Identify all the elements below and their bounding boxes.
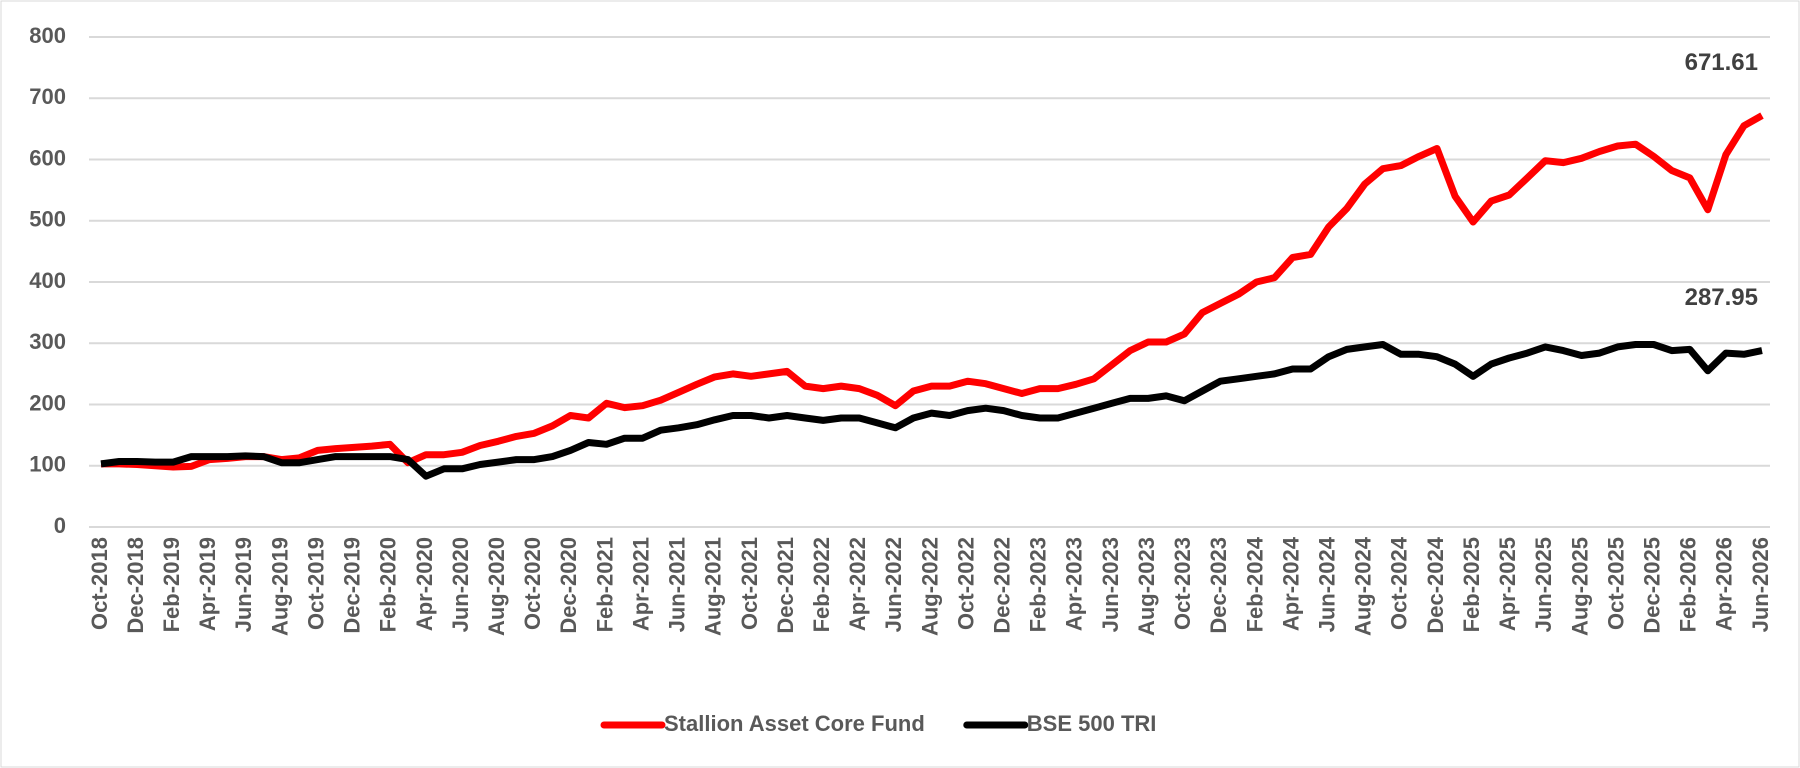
x-tick-label: Dec-2023 [1206,537,1231,634]
x-tick-label: Aug-2020 [484,537,509,636]
x-tick-label: Feb-2025 [1459,537,1484,632]
y-tick-label: 200 [29,390,66,415]
x-tick-label: Oct-2019 [303,537,328,630]
y-tick-label: 600 [29,145,66,170]
x-tick-label: Aug-2022 [917,537,942,636]
x-tick-label: Jun-2022 [881,537,906,632]
x-tick-label: Oct-2025 [1603,537,1628,630]
x-tick-label: Feb-2026 [1676,537,1701,632]
x-tick-label: Jun-2025 [1531,537,1556,632]
x-tick-label: Dec-2024 [1423,536,1448,633]
y-tick-label: 0 [54,513,66,538]
y-tick-label: 300 [29,329,66,354]
legend-label: BSE 500 TRI [1027,711,1157,736]
x-tick-label: Oct-2022 [953,537,978,630]
y-tick-label: 400 [29,268,66,293]
x-tick-label: Oct-2021 [737,537,762,630]
x-tick-label: Feb-2022 [809,537,834,632]
x-tick-label: Dec-2019 [340,537,365,634]
x-tick-label: Jun-2023 [1098,537,1123,632]
x-tick-label: Dec-2025 [1639,537,1664,634]
x-tick-label: Apr-2026 [1712,537,1737,631]
x-tick-label: Apr-2021 [628,537,653,631]
x-tick-label: Jun-2020 [448,537,473,632]
x-tick-label: Feb-2021 [592,537,617,632]
series-line [101,112,1764,471]
x-tick-label: Aug-2024 [1351,536,1376,636]
y-tick-label: 100 [29,452,66,477]
x-tick-label: Oct-2020 [520,537,545,630]
x-tick-label: Apr-2023 [1062,537,1087,631]
x-tick-label: Jun-2021 [665,537,690,632]
y-tick-label: 500 [29,207,66,232]
series-line [100,341,1763,480]
x-tick-label: Apr-2024 [1278,536,1303,631]
data-label: 671.61 [1685,49,1758,76]
data-label: 287.95 [1685,284,1758,311]
x-tick-label: Feb-2023 [1026,537,1051,632]
x-tick-label: Aug-2019 [267,537,292,636]
x-tick-label: Oct-2023 [1170,537,1195,630]
x-tick-label: Apr-2019 [195,537,220,631]
y-tick-label: 800 [29,23,66,48]
y-tick-label: 700 [29,84,66,109]
x-tick-label: Dec-2021 [773,537,798,634]
x-tick-label: Feb-2020 [376,537,401,632]
x-tick-label: Apr-2025 [1495,537,1520,631]
x-tick-label: Aug-2021 [701,537,726,636]
x-tick-label: Apr-2020 [412,537,437,631]
x-tick-label: Oct-2018 [87,537,112,630]
x-tick-label: Aug-2023 [1134,537,1159,636]
x-tick-label: Aug-2025 [1567,537,1592,636]
x-tick-label: Dec-2020 [556,537,581,634]
x-tick-label: Dec-2018 [123,537,148,634]
x-tick-label: Oct-2024 [1387,536,1412,630]
x-tick-label: Feb-2024 [1242,536,1267,632]
x-tick-label: Jun-2019 [231,537,256,632]
x-tick-label: Apr-2022 [845,537,870,631]
x-tick-label: Feb-2019 [159,537,184,632]
x-tick-label: Jun-2024 [1315,536,1340,632]
x-tick-label: Jun-2026 [1748,537,1773,632]
x-tick-label: Dec-2022 [990,537,1015,634]
legend-label: Stallion Asset Core Fund [664,711,925,736]
